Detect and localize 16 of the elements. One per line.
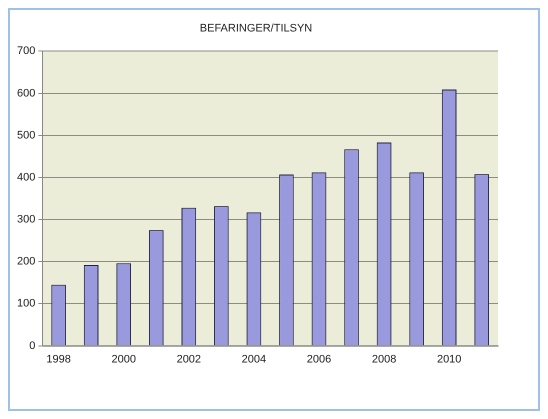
chart-title: BEFARINGER/TILSYN xyxy=(200,22,312,35)
y-tick-label: 200 xyxy=(16,256,36,268)
y-tick-label: 700 xyxy=(16,45,36,58)
y-tick-label: 400 xyxy=(16,171,36,184)
x-tick-label: 2010 xyxy=(436,353,462,366)
y-tick-label: 0 xyxy=(29,340,36,352)
x-tick-label: 2008 xyxy=(372,353,396,366)
x-tick-label: 2000 xyxy=(111,353,136,366)
y-tick-label: 600 xyxy=(16,87,36,100)
x-tick-label: 2006 xyxy=(306,353,332,366)
y-tick-label: 300 xyxy=(16,214,36,226)
y-tick-label: 500 xyxy=(16,129,36,142)
y-tick-label: 100 xyxy=(16,298,36,310)
x-tick-label: 1998 xyxy=(46,353,71,366)
x-tick-label: 2004 xyxy=(242,353,266,366)
x-tick-label: 2002 xyxy=(176,353,202,366)
